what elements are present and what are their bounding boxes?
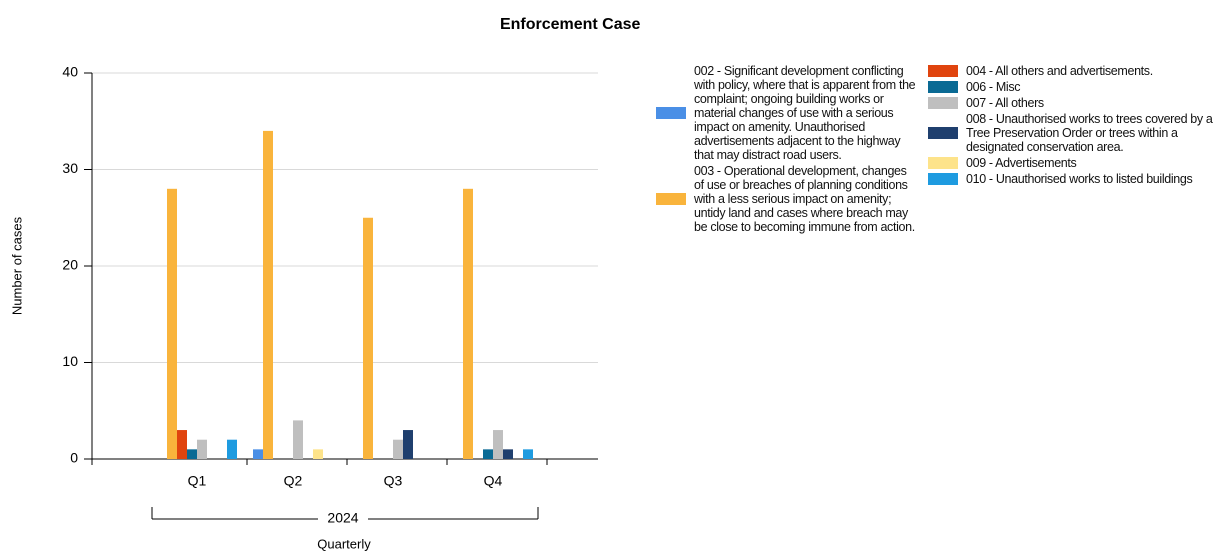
x-tick-label: Q3: [384, 473, 403, 489]
bar: [503, 449, 513, 459]
bar: [187, 449, 197, 459]
bar: [313, 449, 323, 459]
bar: [393, 439, 403, 459]
x-tick-label: Q1: [188, 473, 207, 489]
x-tick-label: Q2: [284, 473, 303, 489]
legend-label: 007 - All others: [966, 96, 1044, 110]
legend-label: 010 - Unauthorised works to listed build…: [966, 172, 1193, 186]
legend-swatch: [928, 173, 958, 185]
x-tick-label: Q4: [484, 473, 503, 489]
legend-item: 009 - Advertisements: [928, 156, 1213, 170]
bar: [227, 439, 237, 459]
legend-label: 004 - All others and advertisements.: [966, 64, 1153, 78]
bar: [463, 188, 473, 460]
legend-label: 002 - Significant development conflictin…: [694, 64, 916, 162]
legend: 002 - Significant development conflictin…: [656, 64, 918, 234]
bar: [167, 188, 177, 460]
bar: [493, 430, 503, 459]
legend: 004 - All others and advertisements. 006 …: [928, 64, 1213, 186]
legend-item: 003 - Operational development, changes o…: [656, 164, 918, 234]
legend-swatch: [928, 127, 958, 139]
y-tick-label: 20: [62, 257, 78, 273]
y-axis-title: Number of cases: [9, 216, 24, 315]
legend-label: 006 - Misc: [966, 80, 1021, 94]
legend-swatch: [928, 157, 958, 169]
bar: [263, 130, 273, 459]
group-label: 2024: [327, 510, 358, 526]
legend-swatch: [928, 65, 958, 77]
y-tick-label: 10: [62, 353, 78, 369]
y-tick-label: 30: [62, 160, 78, 176]
bar: [363, 217, 373, 459]
legend-item: 010 - Unauthorised works to listed build…: [928, 172, 1213, 186]
bar: [253, 449, 263, 459]
legend-item: 002 - Significant development conflictin…: [656, 64, 918, 162]
legend-swatch: [928, 81, 958, 93]
bar: [177, 430, 187, 459]
legend-item: 008 - Unauthorised works to trees covere…: [928, 112, 1213, 154]
chart: Enforcement Cases Received Number of cas…: [9, 16, 640, 551]
bar: [197, 439, 207, 459]
legend-swatch: [656, 193, 686, 205]
legend-swatch: [656, 107, 686, 119]
legend-item: 006 - Misc: [928, 80, 1213, 94]
bar: [293, 420, 303, 459]
bar: [523, 449, 533, 459]
bar: [483, 449, 493, 459]
bar: [403, 430, 413, 459]
legend-label: 009 - Advertisements: [966, 156, 1077, 170]
legend-item: 004 - All others and advertisements.: [928, 64, 1213, 78]
y-tick-label: 0: [70, 450, 78, 466]
legend-swatch: [928, 97, 958, 109]
y-tick-label: 40: [62, 64, 78, 80]
chart-title: Enforcement Cases Received: [500, 16, 640, 33]
legend-label: 003 - Operational development, changes o…: [694, 164, 915, 234]
legend-label: 008 - Unauthorised works to trees covere…: [966, 112, 1213, 154]
x-axis-title: Quarterly: [317, 536, 371, 551]
legend-item: 007 - All others: [928, 96, 1213, 110]
